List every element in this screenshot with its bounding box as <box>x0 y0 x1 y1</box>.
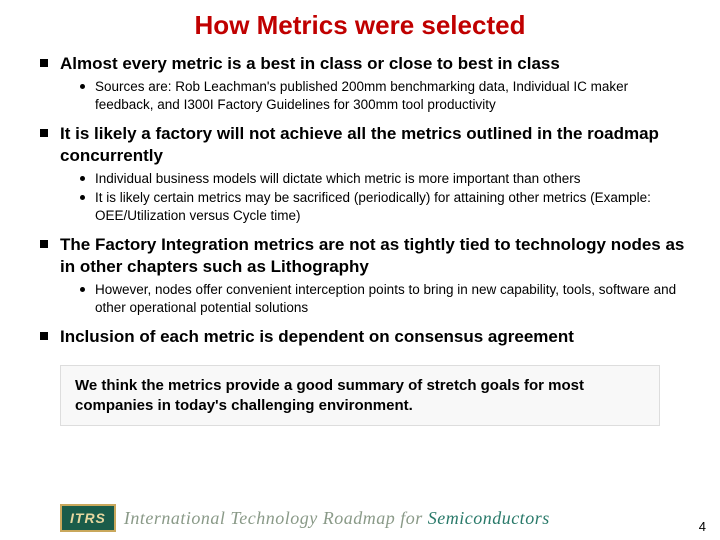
main-bullet-3: Inclusion of each metric is dependent on… <box>40 326 690 347</box>
page-number: 4 <box>699 519 706 534</box>
org-prefix: International Technology Roadmap for <box>124 508 428 528</box>
main-bullet-text: The Factory Integration metrics are not … <box>60 234 690 277</box>
sub-bullet: Individual business models will dictate … <box>80 170 690 188</box>
sub-bullet-text: Sources are: Rob Leachman's published 20… <box>95 78 690 113</box>
dot-bullet-icon <box>80 195 85 200</box>
square-bullet-icon <box>40 240 48 248</box>
main-bullet-1: It is likely a factory will not achieve … <box>40 123 690 224</box>
itrs-org-name: International Technology Roadmap for Sem… <box>124 508 550 529</box>
sub-list-2: However, nodes offer convenient intercep… <box>40 281 690 316</box>
square-bullet-icon <box>40 59 48 67</box>
dot-bullet-icon <box>80 176 85 181</box>
itrs-logo: ITRS International Technology Roadmap fo… <box>60 504 550 532</box>
sub-bullet-text: It is likely certain metrics may be sacr… <box>95 189 690 224</box>
main-bullet-text: Almost every metric is a best in class o… <box>60 53 560 74</box>
slide-footer: ITRS International Technology Roadmap fo… <box>0 504 720 532</box>
main-bullet-2: The Factory Integration metrics are not … <box>40 234 690 316</box>
square-bullet-icon <box>40 332 48 340</box>
callout-box: We think the metrics provide a good summ… <box>60 365 660 426</box>
org-suffix: Semiconductors <box>428 508 550 528</box>
slide-title: How Metrics were selected <box>30 10 690 41</box>
dot-bullet-icon <box>80 84 85 89</box>
main-bullet-text: Inclusion of each metric is dependent on… <box>60 326 574 347</box>
sub-bullet: Sources are: Rob Leachman's published 20… <box>80 78 690 113</box>
sub-bullet: However, nodes offer convenient intercep… <box>80 281 690 316</box>
itrs-badge: ITRS <box>60 504 116 532</box>
callout-text: We think the metrics provide a good summ… <box>75 376 645 415</box>
sub-bullet: It is likely certain metrics may be sacr… <box>80 189 690 224</box>
sub-list-0: Sources are: Rob Leachman's published 20… <box>40 78 690 113</box>
main-bullet-0: Almost every metric is a best in class o… <box>40 53 690 113</box>
main-bullet-text: It is likely a factory will not achieve … <box>60 123 690 166</box>
sub-bullet-text: Individual business models will dictate … <box>95 170 580 188</box>
main-bullet-list: Almost every metric is a best in class o… <box>30 53 690 347</box>
dot-bullet-icon <box>80 287 85 292</box>
sub-list-1: Individual business models will dictate … <box>40 170 690 225</box>
square-bullet-icon <box>40 129 48 137</box>
sub-bullet-text: However, nodes offer convenient intercep… <box>95 281 690 316</box>
